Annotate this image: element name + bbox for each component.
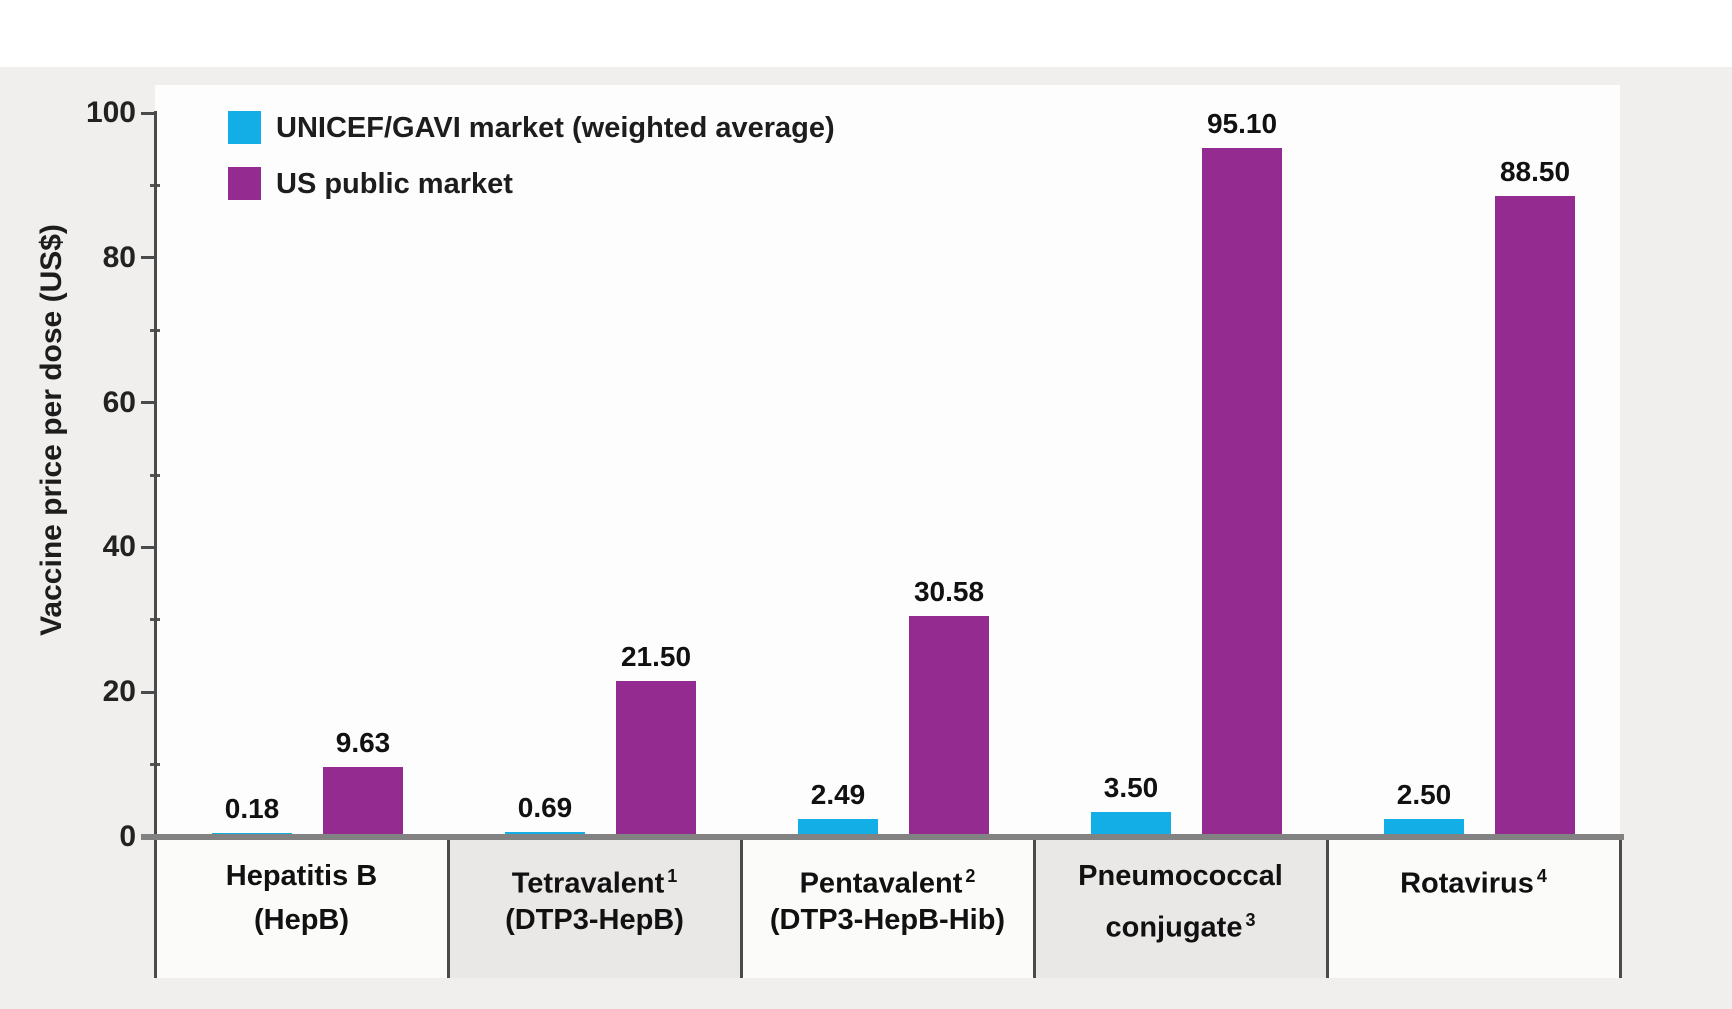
- bar-value-label: 0.18: [224, 793, 280, 824]
- category-label-text: Pneumococcal: [1078, 860, 1283, 892]
- legend-swatch-unicef-gavi-icon: [228, 111, 261, 144]
- category-divider: [739, 837, 743, 978]
- category-cell-1: Tetravalent 1 (DTP3-HepB): [448, 840, 741, 978]
- y-axis-major-tick: [141, 256, 155, 260]
- bar-unicef-gavi-4: [1384, 818, 1464, 837]
- y-axis-tick-label: 20: [102, 675, 136, 709]
- bar-us-public-2: [909, 615, 989, 837]
- category-divider: [1325, 837, 1329, 978]
- plot-area: [155, 85, 1620, 837]
- y-axis-tick-label: 40: [102, 530, 136, 564]
- bar-value-label: 0.69: [517, 792, 573, 823]
- y-axis-tick-label: 100: [85, 96, 136, 129]
- category-label-text: Hepatitis B: [225, 860, 378, 892]
- y-axis-tick-label: 0: [119, 820, 136, 853]
- bar-value-label: 95.10: [1206, 108, 1278, 140]
- bar-us-public-3: [1202, 148, 1282, 837]
- category-label-text: conjugate: [1105, 911, 1243, 944]
- category-label-text: (DTP3-HepB-Hib): [769, 904, 1006, 936]
- category-row-right-border: [1618, 837, 1622, 978]
- category-divider: [446, 837, 450, 978]
- y-axis-major-tick: [141, 545, 155, 549]
- x-axis-baseline: [141, 834, 1624, 840]
- category-label-row: Tetravalent 1: [448, 854, 741, 900]
- legend-label-us-public: US public market: [276, 168, 513, 200]
- category-label-row: Pentavalent 2: [741, 854, 1034, 900]
- bar-us-public-1: [616, 681, 696, 837]
- y-axis-major-tick: [141, 401, 155, 405]
- y-axis-major-tick: [141, 111, 155, 115]
- bar-value-label: 3.50: [1103, 771, 1159, 803]
- y-axis-tick-label: 60: [102, 385, 136, 419]
- bar-value-label: 88.50: [1499, 156, 1571, 188]
- category-label-text: Tetravalent: [511, 867, 665, 900]
- bar-value-label: 21.50: [620, 641, 692, 673]
- bar-unicef-gavi-2: [798, 818, 878, 837]
- bar-value-label: 9.63: [335, 727, 391, 759]
- category-label-row: Rotavirus 4: [1327, 854, 1620, 900]
- category-cell-3: Pneumococcal conjugate 3: [1034, 840, 1327, 978]
- y-axis-tick-label: 80: [102, 240, 136, 274]
- category-footnote-superscript: 3: [1245, 910, 1256, 930]
- category-label-text: (DTP3-HepB): [505, 904, 684, 936]
- category-label-text: Rotavirus: [1400, 867, 1534, 900]
- category-label-row: Hepatitis B: [155, 854, 448, 898]
- category-label-row: conjugate 3: [1034, 898, 1327, 944]
- legend-label-unicef-gavi: UNICEF/GAVI market (weighted average): [276, 112, 835, 144]
- category-divider: [1032, 837, 1036, 978]
- bar-unicef-gavi-3: [1091, 811, 1171, 837]
- y-axis-major-tick: [141, 690, 155, 694]
- category-cell-4: Rotavirus 4: [1327, 840, 1620, 978]
- category-cell-0: Hepatitis B (HepB): [155, 840, 448, 978]
- bar-value-label: 2.49: [810, 778, 866, 810]
- bar-value-label: 30.58: [913, 575, 985, 607]
- legend-swatch-us-public-icon: [228, 167, 261, 200]
- category-label-row: (DTP3-HepB): [448, 898, 741, 942]
- bar-value-label: 2.50: [1396, 778, 1452, 810]
- category-footnote-superscript: 4: [1536, 866, 1547, 886]
- y-axis-line: [154, 111, 157, 978]
- category-footnote-superscript: 1: [667, 866, 678, 886]
- y-axis-title: Vaccine price per dose (US$): [35, 224, 68, 636]
- bar-us-public-0: [323, 767, 403, 837]
- category-label-row: (DTP3-HepB-Hib): [741, 898, 1034, 942]
- category-label-row: (HepB): [155, 898, 448, 942]
- category-label-text: (HepB): [253, 904, 350, 936]
- bar-us-public-4: [1495, 196, 1575, 837]
- category-label-text: Pentavalent: [799, 867, 963, 900]
- category-cell-2: Pentavalent 2 (DTP3-HepB-Hib): [741, 840, 1034, 978]
- category-footnote-superscript: 2: [965, 866, 976, 886]
- category-label-row: Pneumococcal: [1034, 854, 1327, 898]
